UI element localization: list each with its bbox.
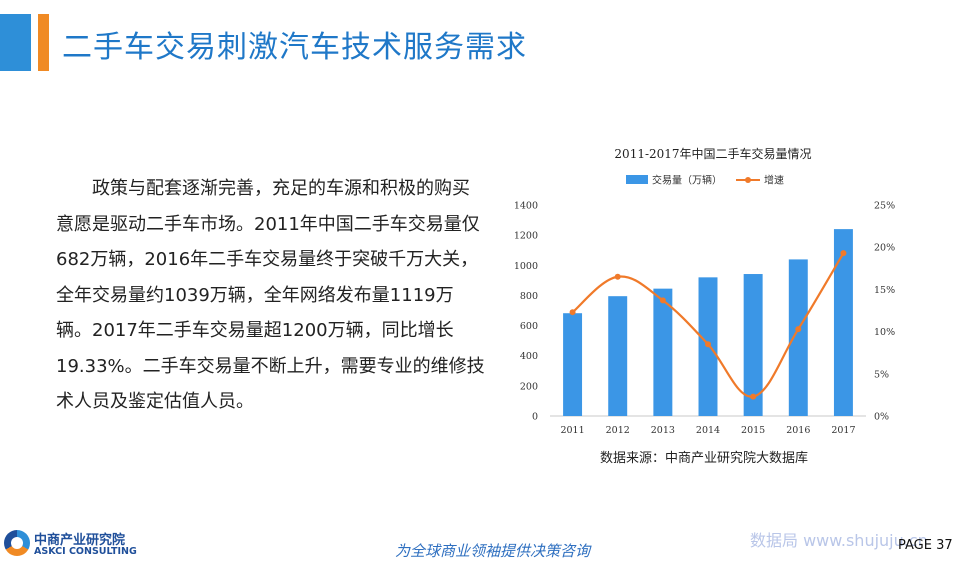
x-tick-label: 2016: [786, 425, 810, 436]
watermark: 数据局 www.shujuju.cn: [750, 531, 928, 550]
logo-name-en: ASKCI CONSULTING: [34, 546, 137, 557]
logo-name-cn: 中商产业研究院: [34, 533, 126, 548]
data-source: 数据来源：中商产业研究院大数据库: [600, 451, 809, 466]
y-left-tick-label: 600: [520, 321, 538, 332]
y-right-tick-label: 0%: [874, 412, 889, 423]
line-point: [659, 297, 666, 304]
header-accent-blue: [0, 14, 31, 71]
x-tick-label: 2011: [560, 425, 584, 436]
bar: [788, 259, 808, 416]
y-right-tick-label: 5%: [874, 369, 889, 380]
slogan: 为全球商业领袖提供决策咨询: [395, 542, 591, 560]
x-tick-label: 2015: [741, 425, 765, 436]
page-number: PAGE 37: [898, 538, 953, 553]
line-point: [750, 393, 757, 400]
bar: [563, 313, 583, 416]
body-text: 政策与配套逐渐完善，充足的车源和积极的购买意愿是驱动二手车市场。2011年中国二…: [56, 171, 486, 420]
y-right-tick-label: 15%: [874, 285, 895, 296]
bar: [608, 296, 628, 416]
y-left-tick-label: 1200: [514, 231, 538, 242]
header-accent-orange: [38, 14, 49, 71]
y-right-tick-label: 25%: [874, 201, 895, 212]
bar: [743, 274, 763, 416]
line-point: [614, 273, 621, 280]
page-title: 二手车交易刺激汽车技术服务需求: [62, 30, 527, 65]
y-left-tick-label: 0: [532, 412, 538, 423]
chart-title: 2011-2017年中国二手车交易量情况: [614, 146, 811, 161]
y-left-tick-label: 200: [520, 381, 538, 392]
y-left-tick-label: 400: [520, 351, 538, 362]
chart-legend: 交易量（万辆） 增速: [626, 174, 784, 187]
y-right-tick-label: 20%: [874, 243, 895, 254]
bar: [833, 229, 853, 416]
line-point: [569, 309, 576, 316]
legend-bar-label: 交易量（万辆）: [652, 174, 722, 187]
chart-line: [569, 250, 847, 400]
legend-bar-swatch: [626, 175, 648, 184]
legend-line-label: 增速: [764, 174, 784, 187]
x-tick-label: 2017: [831, 425, 855, 436]
y-right-tick-label: 10%: [874, 327, 895, 338]
chart-axes: 0 200 400 600 800 1000 1200 1400 0% 5% 10% 15% 20% 25…: [514, 201, 895, 437]
x-tick-label: 2014: [696, 425, 720, 436]
x-tick-label: 2012: [606, 425, 630, 436]
company-logo: 中商产业研究院 ASKCI CONSULTING: [4, 527, 137, 561]
line-point: [840, 250, 847, 257]
trade-volume-chart: 2011-2017年中国二手车交易量情况 交易量（万辆） 增速 0 200 400 60…: [514, 146, 895, 437]
chart-bars: [563, 229, 853, 416]
y-left-tick-label: 1000: [514, 261, 538, 272]
logo-icon: [4, 530, 30, 556]
line-point: [705, 341, 711, 348]
x-tick-label: 2013: [651, 425, 675, 436]
body-paragraph: 政策与配套逐渐完善，充足的车源和积极的购买意愿是驱动二手车市场。2011年中国二…: [56, 178, 485, 412]
bar: [653, 288, 673, 416]
line-point: [795, 326, 802, 333]
y-left-tick-label: 1400: [514, 201, 538, 212]
legend-line-marker: [745, 177, 751, 183]
y-left-tick-label: 800: [520, 291, 538, 302]
